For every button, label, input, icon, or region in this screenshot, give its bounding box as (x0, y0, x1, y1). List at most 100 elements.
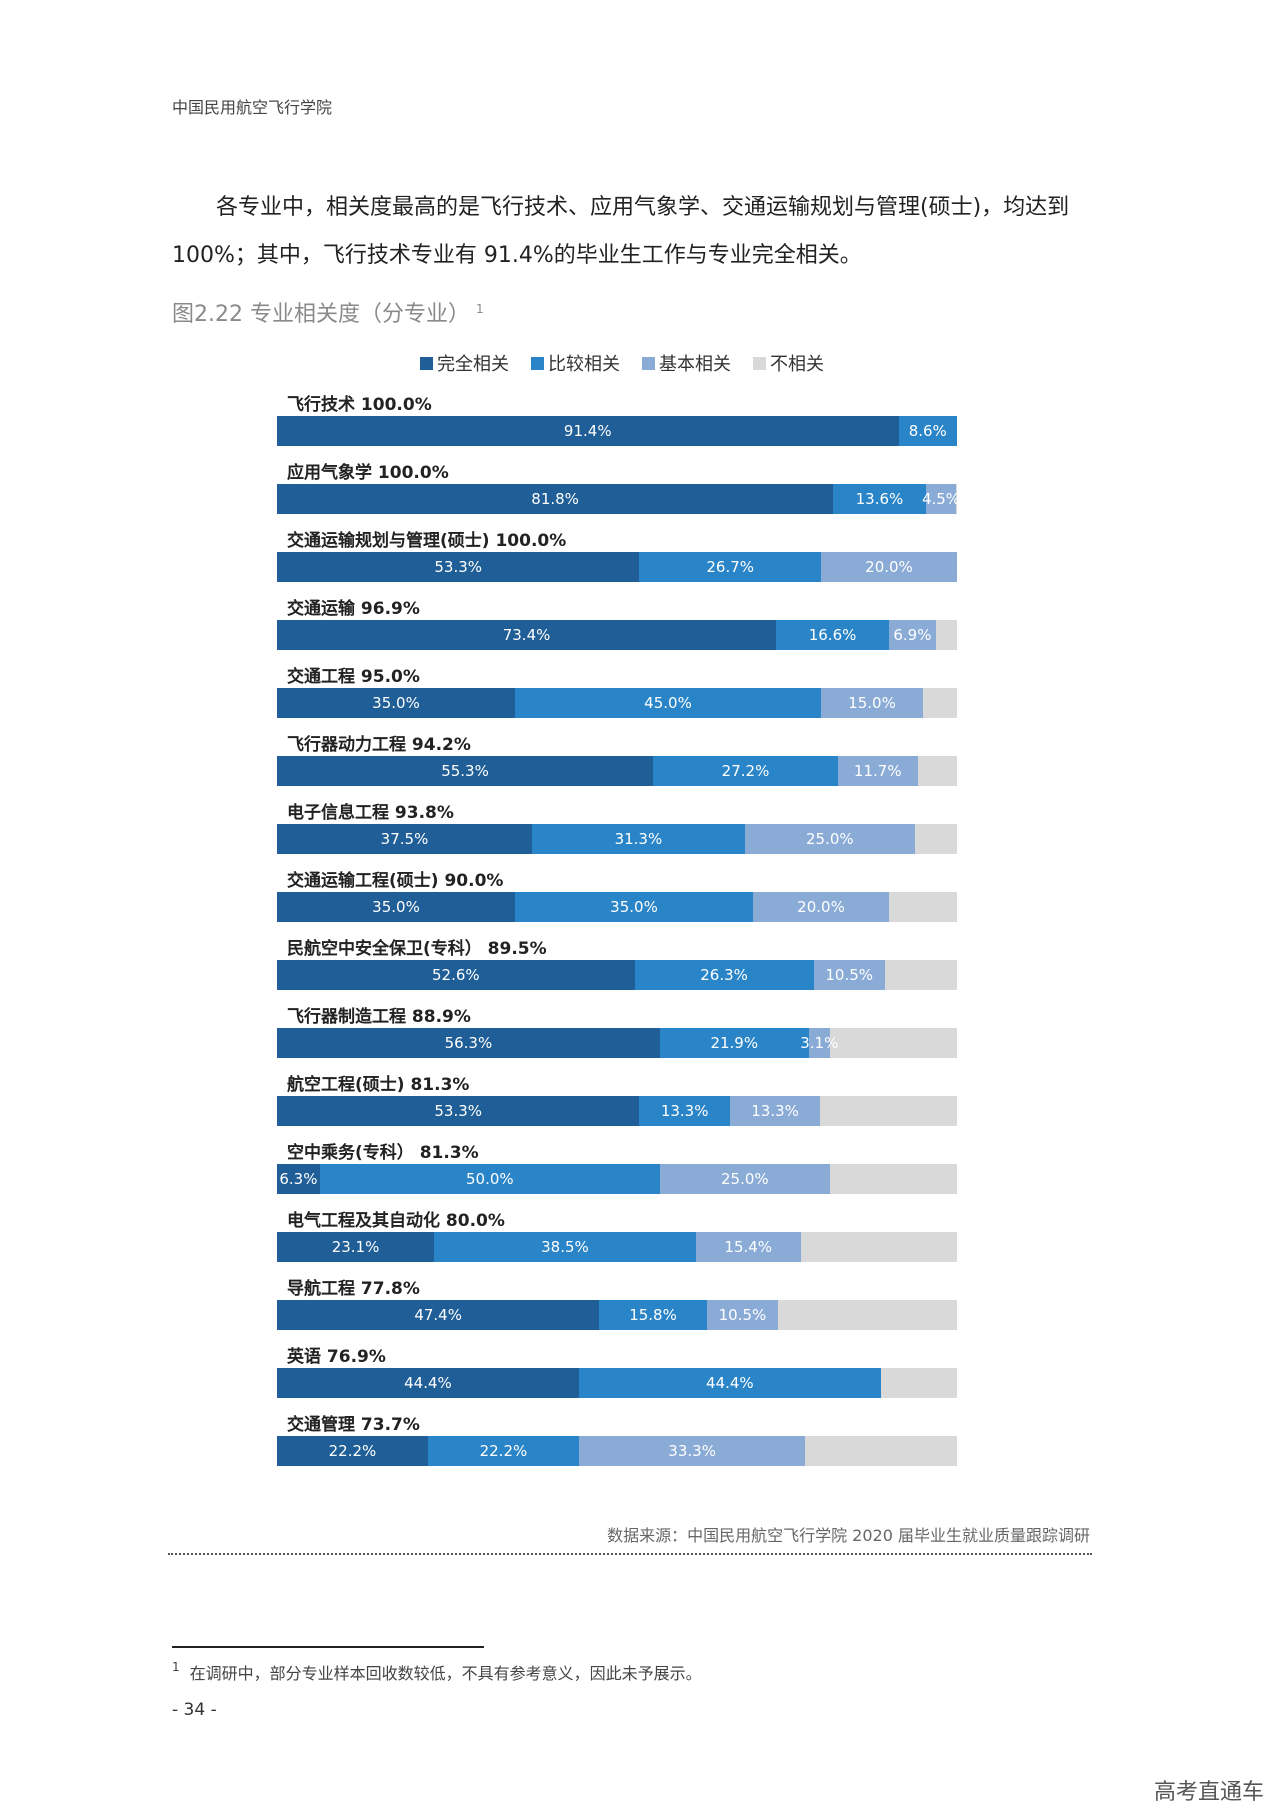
bar-segment-比较相关: 22.2% (427, 1436, 579, 1466)
bar-segment-基本相关: 10.5% (706, 1300, 779, 1330)
bar-segment-比较相关: 15.8% (599, 1300, 707, 1330)
chart-row: 交通工程 95.0% 35.0% 45.0% 15.0% (277, 658, 957, 726)
chart-row: 英语 76.9% 44.4% 44.4% (277, 1338, 957, 1406)
category-label: 交通工程 95.0% (287, 667, 420, 687)
bar-segment-比较相关: 13.3% (639, 1096, 730, 1126)
chart-row: 飞行器动力工程 94.2% 55.3% 27.2% 11.7% (277, 726, 957, 794)
bar-segment-比较相关: 13.6% (833, 484, 926, 514)
footnote-number: 1 (172, 1660, 180, 1674)
bar-track: 81.8% 13.6% 4.5% (277, 484, 960, 514)
footnote: 1 在调研中，部分专业样本回收数较低，不具有参考意义，因此未予展示。 (172, 1660, 702, 1684)
category-label: 交通管理 73.7% (287, 1415, 420, 1435)
chart-row: 应用气象学 100.0% 81.8% 13.6% 4.5% (277, 454, 960, 522)
bar-track: 22.2% 22.2% 33.3% (277, 1436, 957, 1466)
bar-segment-比较相关: 21.9% (659, 1028, 809, 1058)
category-label: 飞行器动力工程 94.2% (287, 735, 471, 755)
footnote-text: 在调研中，部分专业样本回收数较低，不具有参考意义，因此未予展示。 (189, 1664, 702, 1683)
bar-track: 55.3% 27.2% 11.7% (277, 756, 957, 786)
category-label: 民航空中安全保卫(专科） 89.5% (287, 939, 547, 959)
bar-track: 35.0% 35.0% 20.0% (277, 892, 957, 922)
stacked-bar-chart: 飞行技术 100.0% 91.4% 8.6% 应用气象学 100.0% 81.8% 13.… (277, 386, 960, 1474)
bar-segment-完全相关: 55.3% (277, 756, 654, 786)
category-label: 交通运输 96.9% (287, 599, 420, 619)
bar-segment-完全相关: 47.4% (277, 1300, 600, 1330)
bar-segment-比较相关: 16.6% (776, 620, 889, 650)
bar-track: 37.5% 31.3% 25.0% (277, 824, 957, 854)
bar-segment-基本相关: 3.1% (800, 1028, 838, 1058)
chart-legend: 完全相关 比较相关 基本相关 不相关 (420, 350, 824, 376)
bar-segment-完全相关: 6.3% (277, 1164, 320, 1194)
bar-segment-基本相关: 10.5% (813, 960, 885, 990)
bar-segment-完全相关: 91.4% (277, 416, 899, 446)
legend-label: 基本相关 (659, 354, 731, 375)
chart-row: 电气工程及其自动化 80.0% 23.1% 38.5% 15.4% (277, 1202, 957, 1270)
bar-segment-基本相关: 33.3% (578, 1436, 806, 1466)
chart-row: 空中乘务(专科） 81.3% 6.3% 50.0% 25.0% (277, 1134, 957, 1202)
body-paragraph: 各专业中，相关度最高的是飞行技术、应用气象学、交通运输规划与管理(硕士)，均达到… (172, 195, 1070, 268)
bar-track: 47.4% 15.8% 10.5% (277, 1300, 957, 1330)
category-label: 航空工程(硕士) 81.3% (287, 1075, 470, 1095)
legend-item: 完全相关 (420, 350, 509, 376)
bar-segment-基本相关: 20.0% (753, 892, 889, 922)
legend-swatch (642, 356, 655, 370)
page-header: 中国民用航空飞行学院 (172, 98, 333, 117)
legend-swatch (420, 356, 433, 370)
legend-label: 比较相关 (548, 354, 620, 375)
bar-track: 35.0% 45.0% 15.0% (277, 688, 957, 718)
legend-item: 比较相关 (531, 350, 620, 376)
chart-row: 飞行技术 100.0% 91.4% 8.6% (277, 386, 957, 454)
bar-segment-完全相关: 35.0% (277, 688, 515, 718)
legend-item: 基本相关 (642, 350, 731, 376)
legend-item: 不相关 (753, 350, 824, 376)
bar-segment-完全相关: 81.8% (277, 484, 834, 514)
bar-segment-基本相关: 13.3% (729, 1096, 821, 1126)
legend-swatch (753, 356, 766, 370)
bar-segment-比较相关: 26.7% (639, 552, 821, 582)
footnote-divider (172, 1646, 484, 1648)
bar-segment-完全相关: 23.1% (277, 1232, 435, 1262)
chart-row: 电子信息工程 93.8% 37.5% 31.3% 25.0% (277, 794, 957, 862)
figure-footnote-mark: 1 (475, 301, 484, 316)
bar-segment-比较相关: 50.0% (319, 1164, 660, 1194)
bar-segment-比较相关: 35.0% (515, 892, 753, 922)
chart-row: 交通运输规划与管理(硕士) 100.0% 53.3% 26.7% 20.0% (277, 522, 957, 590)
figure-title: 图2.22 专业相关度（分专业） 1 (172, 296, 484, 328)
legend-label: 不相关 (770, 354, 824, 375)
category-label: 应用气象学 100.0% (287, 463, 449, 483)
bar-segment-完全相关: 53.3% (277, 552, 640, 582)
bar-track: 56.3% 21.9% 3.1% (277, 1028, 957, 1058)
bar-segment-基本相关: 20.0% (820, 552, 957, 582)
bar-track: 53.3% 26.7% 20.0% (277, 552, 957, 582)
figure-title-text: 图2.22 专业相关度（分专业） (172, 302, 470, 327)
bar-segment-完全相关: 53.3% (277, 1096, 640, 1126)
bar-track: 91.4% 8.6% (277, 416, 957, 446)
chart-row: 交通运输工程(硕士) 90.0% 35.0% 35.0% 20.0% (277, 862, 957, 930)
bar-segment-完全相关: 73.4% (277, 620, 777, 650)
bar-segment-比较相关: 26.3% (634, 960, 814, 990)
bar-segment-比较相关: 44.4% (578, 1368, 881, 1398)
chart-row: 民航空中安全保卫(专科） 89.5% 52.6% 26.3% 10.5% (277, 930, 957, 998)
bar-segment-基本相关: 4.5% (922, 484, 960, 514)
chart-row: 航空工程(硕士) 81.3% 53.3% 13.3% 13.3% (277, 1066, 957, 1134)
category-label: 电气工程及其自动化 80.0% (287, 1211, 505, 1231)
legend-swatch (531, 356, 544, 370)
bar-track: 44.4% 44.4% (277, 1368, 957, 1398)
chart-row: 交通管理 73.7% 22.2% 22.2% 33.3% (277, 1406, 957, 1474)
bar-segment-基本相关: 6.9% (888, 620, 936, 650)
bar-segment-完全相关: 37.5% (277, 824, 532, 854)
bar-track: 23.1% 38.5% 15.4% (277, 1232, 957, 1262)
category-label: 空中乘务(专科） 81.3% (287, 1143, 479, 1163)
bar-segment-完全相关: 56.3% (277, 1028, 660, 1058)
bar-track: 52.6% 26.3% 10.5% (277, 960, 957, 990)
category-label: 导航工程 77.8% (287, 1279, 420, 1299)
bar-segment-比较相关: 27.2% (653, 756, 838, 786)
watermark: 高考直通车 (1153, 1780, 1264, 1805)
bar-segment-完全相关: 44.4% (277, 1368, 579, 1398)
page-number: - 34 - (172, 1700, 217, 1720)
category-label: 电子信息工程 93.8% (287, 803, 454, 823)
bar-segment-完全相关: 22.2% (277, 1436, 428, 1466)
bar-segment-基本相关: 15.0% (821, 688, 923, 718)
legend-label: 完全相关 (437, 354, 509, 375)
source-divider (168, 1553, 1092, 1555)
category-label: 英语 76.9% (287, 1347, 386, 1367)
